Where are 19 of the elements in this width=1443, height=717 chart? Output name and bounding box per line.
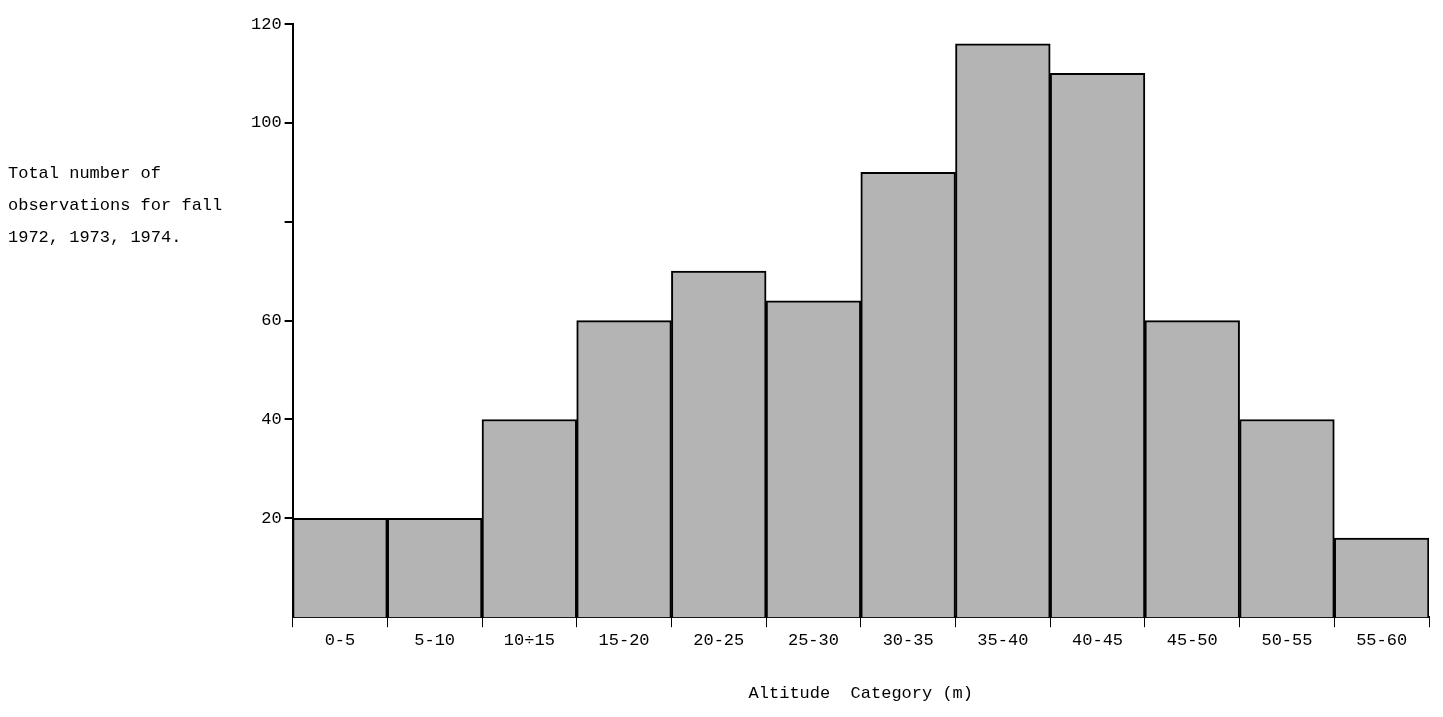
x-tick-label: 5-10 xyxy=(414,630,456,650)
x-axis-title: Altitude Category (m) xyxy=(748,684,974,704)
x-tick-label: 10÷15 xyxy=(503,630,555,650)
x-tick-label: 30-35 xyxy=(882,630,934,650)
x-tick-label: 0-5 xyxy=(324,630,356,650)
y-tick-label: 60 xyxy=(261,311,282,331)
y-axis-title: Total number of observations for fall 1972, 1973, 1974. xyxy=(8,163,224,249)
x-tick-label: 25-30 xyxy=(787,630,839,650)
x-tick-label: 55-60 xyxy=(1356,630,1408,650)
x-tick-label: 20-25 xyxy=(693,630,745,650)
y-tick-label: 100 xyxy=(251,113,282,133)
x-tick-label: 40-45 xyxy=(1072,630,1124,650)
y-tick-label: 40 xyxy=(261,409,282,429)
x-tick-label: 35-40 xyxy=(977,630,1029,650)
x-tick-label: 45-50 xyxy=(1166,630,1218,650)
y-tick-label: 120 xyxy=(251,14,282,34)
y-tick-label: 20 xyxy=(261,508,282,528)
x-tick-label: 50-55 xyxy=(1261,630,1313,650)
x-tick-label: 15-20 xyxy=(598,630,650,650)
